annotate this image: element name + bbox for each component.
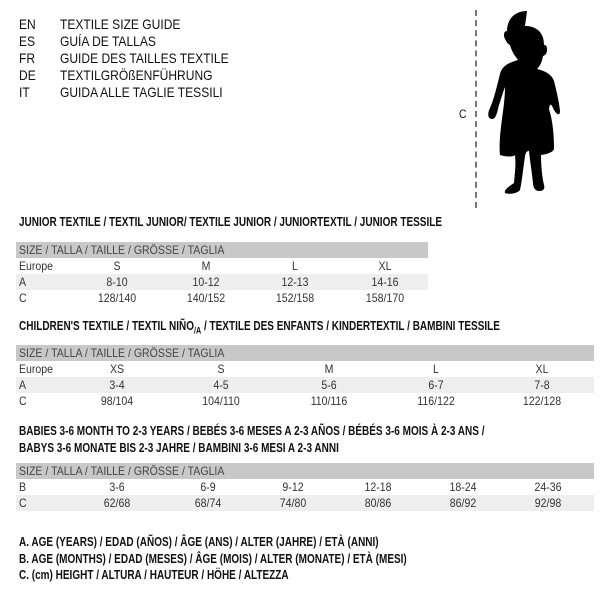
title-code: EN <box>19 16 36 32</box>
table-row: C 128/140 140/152 152/158 158/170 <box>16 290 428 306</box>
size-header: SIZE / TALLA / TAILLE / GRÖSSE / TAGLIA <box>19 243 225 257</box>
row-label: Europe <box>19 259 54 273</box>
table-cell: 6-9 <box>200 480 216 494</box>
table-cell: 7-8 <box>534 378 550 392</box>
table-cell: 98/104 <box>100 394 134 408</box>
babies-size-table: SIZE / TALLA / TAILLE / GRÖSSE / TAGLIA B… <box>16 463 594 511</box>
junior-size-table: SIZE / TALLA / TAILLE / GRÖSSE / TAGLIA E… <box>16 242 428 306</box>
table-cell: 86/92 <box>449 496 477 510</box>
table-cell: 3-6 <box>109 480 125 494</box>
table-cell: 4-5 <box>213 378 229 392</box>
table-cell: S <box>217 362 225 376</box>
table-cell: 68/74 <box>194 496 222 510</box>
table-cell: 9-12 <box>282 480 304 494</box>
junior-heading: JUNIOR TEXTILE / TEXTIL JUNIOR/ TEXTILE … <box>19 215 443 229</box>
table-cell: 80/86 <box>364 496 392 510</box>
table-row: C 98/104 104/110 110/116 116/122 122/128 <box>16 393 594 409</box>
row-label: C <box>19 496 27 510</box>
height-measure-line <box>475 10 477 208</box>
table-row: A 3-4 4-5 5-6 6-7 7-8 <box>16 377 594 393</box>
size-header-row: SIZE / TALLA / TAILLE / GRÖSSE / TAGLIA <box>16 345 594 361</box>
babies-heading-line2: BABYS 3-6 MONATE BIS 2-3 JAHRE / BAMBINI… <box>19 441 339 455</box>
children-size-table: SIZE / TALLA / TAILLE / GRÖSSE / TAGLIA E… <box>16 345 594 409</box>
row-label: C <box>19 291 27 305</box>
legend-c: C. (cm) HEIGHT / ALTURA / HAUTEUR / HÖHE… <box>19 568 289 582</box>
title-code: ES <box>19 33 36 49</box>
table-cell: M <box>324 362 334 376</box>
row-label: B <box>19 480 27 494</box>
size-header: SIZE / TALLA / TAILLE / GRÖSSE / TAGLIA <box>19 464 225 478</box>
title-code: DE <box>19 67 36 83</box>
table-cell: 3-4 <box>109 378 125 392</box>
table-cell: 14-16 <box>371 275 399 289</box>
table-cell: L <box>292 259 298 273</box>
table-cell: 116/122 <box>417 394 455 408</box>
table-cell: 5-6 <box>321 378 337 392</box>
row-label: A <box>19 275 27 289</box>
table-row: Europe S M L XL <box>16 258 428 274</box>
size-header-row: SIZE / TALLA / TAILLE / GRÖSSE / TAGLIA <box>16 242 428 258</box>
title-text: GUÍA DE TALLAS <box>60 33 156 49</box>
table-cell: 92/98 <box>534 496 562 510</box>
legend-a: A. AGE (YEARS) / EDAD (AÑOS) / ÂGE (ANS)… <box>19 535 379 549</box>
table-cell: 6-7 <box>428 378 444 392</box>
row-label: C <box>19 394 27 408</box>
table-cell: XL <box>378 259 392 273</box>
table-cell: 10-12 <box>192 275 220 289</box>
table-cell: 110/116 <box>310 394 348 408</box>
table-cell: 74/80 <box>279 496 307 510</box>
legend-b: B. AGE (MONTHS) / EDAD (MESES) / ÂGE (MO… <box>19 552 407 566</box>
size-header: SIZE / TALLA / TAILLE / GRÖSSE / TAGLIA <box>19 346 225 360</box>
table-cell: 62/68 <box>103 496 131 510</box>
baby-silhouette-icon <box>488 11 560 194</box>
title-text: TEXTILGRÖßENFÜHRUNG <box>60 67 213 83</box>
table-cell: S <box>113 259 121 273</box>
table-cell: 122/128 <box>522 394 562 408</box>
height-measure-label: C <box>459 107 467 121</box>
table-cell: XL <box>535 362 549 376</box>
table-cell: 12-13 <box>281 275 309 289</box>
table-cell: 24-36 <box>534 480 562 494</box>
table-cell: XS <box>109 362 125 376</box>
row-label: Europe <box>19 362 54 376</box>
row-label: A <box>19 378 27 392</box>
table-cell: 140/152 <box>186 291 226 305</box>
table-cell: 128/140 <box>97 291 137 305</box>
title-text: GUIDE DES TAILLES TEXTILE <box>60 50 229 66</box>
table-cell: L <box>433 362 439 376</box>
title-text: TEXTILE SIZE GUIDE <box>60 16 181 32</box>
title-code: FR <box>19 50 36 66</box>
table-cell: 18-24 <box>449 480 477 494</box>
title-text: GUIDA ALLE TAGLIE TESSILI <box>60 84 223 100</box>
table-cell: 158/170 <box>365 291 405 305</box>
babies-heading-line1: BABIES 3-6 MONTH TO 2-3 YEARS / BEBÉS 3-… <box>19 424 485 438</box>
table-row: C 62/68 68/74 74/80 80/86 86/92 92/98 <box>16 495 594 511</box>
table-cell: 12-18 <box>364 480 392 494</box>
children-heading-rest: / TEXTILE DES ENFANTS / KINDERTEXTIL / B… <box>201 319 500 333</box>
table-cell: 8-10 <box>106 275 128 289</box>
children-heading-sub: /A <box>193 325 202 336</box>
children-heading: CHILDREN'S TEXTILE / TEXTIL NIÑO/A / TEX… <box>19 318 500 340</box>
table-cell: 104/110 <box>202 394 240 408</box>
size-header-row: SIZE / TALLA / TAILLE / GRÖSSE / TAGLIA <box>16 463 594 479</box>
table-row: A 8-10 10-12 12-13 14-16 <box>16 274 428 290</box>
children-heading-text: CHILDREN'S TEXTILE / TEXTIL NIÑO <box>19 319 194 333</box>
table-cell: 152/158 <box>275 291 315 305</box>
table-row: Europe XS S M L XL <box>16 361 594 377</box>
title-code: IT <box>19 84 30 100</box>
table-cell: M <box>201 259 211 273</box>
table-row: B 3-6 6-9 9-12 12-18 18-24 24-36 <box>16 479 594 495</box>
